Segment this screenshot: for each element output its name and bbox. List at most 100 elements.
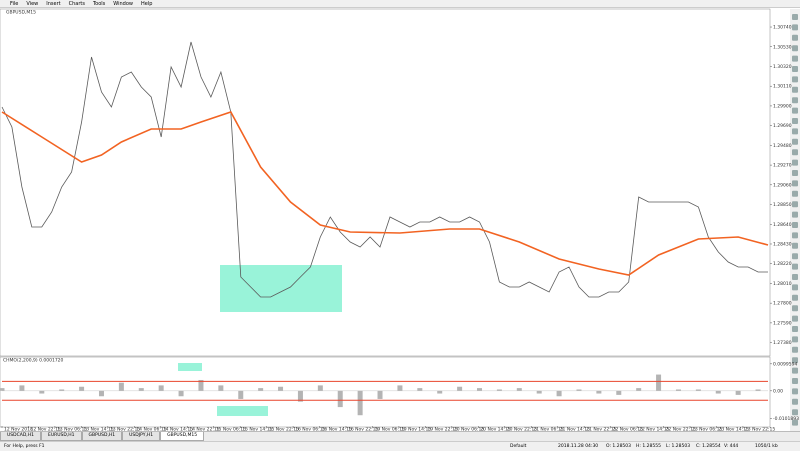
tool-icon	[792, 159, 798, 166]
menu-item[interactable]: Insert	[46, 0, 61, 7]
tool-icon	[792, 97, 798, 104]
moving-average	[1, 111, 769, 276]
tool-icon	[792, 107, 798, 114]
tool-icon	[792, 419, 798, 426]
tool-icon	[792, 149, 798, 156]
x-tick-label: 20 Nov 06:15	[454, 427, 484, 433]
chart-tab[interactable]: USDCAD,H1	[0, 432, 41, 441]
histogram-bar	[457, 386, 463, 391]
x-tick-label: 21 Nov 22:15	[586, 427, 616, 433]
histogram-bar	[715, 390, 721, 394]
x-tick-label: 20 Nov 14:15	[480, 427, 510, 433]
histogram-bar	[556, 390, 562, 397]
histogram-bar	[98, 390, 104, 397]
status-field: L: 1.28503	[666, 444, 691, 449]
tool-icon	[792, 284, 798, 291]
tool-icon	[792, 274, 798, 280]
histogram-bar	[0, 388, 5, 391]
histogram-bar	[397, 385, 403, 391]
histogram-bar	[616, 390, 622, 395]
menu-item[interactable]: Charts	[68, 0, 85, 7]
tool-icon	[792, 66, 798, 72]
y-tick-label: -0.0101893	[773, 416, 799, 422]
tool-icon	[792, 294, 798, 301]
x-tick-label: 12 Nov 22:15	[30, 427, 60, 433]
tool-icon	[792, 222, 798, 228]
menu-item[interactable]: Help	[141, 0, 153, 7]
histogram-bar	[118, 382, 124, 391]
y-tick-label: 1.30320	[773, 64, 792, 70]
x-tick-label: 22 Nov 06:15	[613, 427, 643, 433]
histogram-bar	[337, 390, 343, 408]
menu-item[interactable]: Tools	[92, 0, 106, 7]
y-tick-label: 1.27800	[773, 301, 792, 307]
y-tick-label: 1.29060	[773, 182, 792, 188]
tool-icon	[792, 128, 798, 135]
status-field: For Help, press F1	[4, 444, 45, 449]
chart-title: GBPUSD,M15	[6, 10, 36, 16]
chart-tab[interactable]: USDJPY,H1	[122, 432, 161, 441]
x-tick-label: 23 Nov 06:15	[692, 427, 722, 433]
tool-icon	[792, 336, 798, 343]
tool-icon	[792, 388, 798, 395]
histogram-bar	[576, 389, 582, 391]
chart-tab[interactable]: GBPUSD,M15	[160, 432, 205, 441]
x-tick-label: 13 Nov 22:15	[110, 427, 140, 433]
x-tick-label: 22 Nov 22:15	[666, 427, 696, 433]
histogram-bar	[59, 389, 65, 391]
tool-icon	[792, 367, 798, 374]
histogram-bar	[158, 385, 164, 391]
tool-icon	[792, 409, 798, 416]
tool-icon	[792, 346, 798, 353]
tool-icon	[792, 76, 798, 83]
histogram-bar	[377, 390, 383, 399]
tool-icon	[792, 190, 798, 197]
histogram-bar	[596, 390, 602, 394]
y-tick-label: 0.00	[773, 388, 783, 394]
chart-tab[interactable]: GBPUSD,H1	[81, 432, 123, 441]
tool-icon	[792, 398, 798, 405]
histogram-bar	[198, 379, 204, 391]
x-tick-label: 15 Nov 06:15	[216, 427, 246, 433]
y-tick-label: 1.28640	[773, 222, 792, 228]
menu-bar: File View Insert Charts Tools Window Help	[0, 0, 800, 8]
status-field: H: 1.28555	[636, 444, 661, 449]
status-field: V: 444	[724, 444, 739, 449]
status-field: 2018.11.28 04:30	[558, 444, 599, 449]
histogram-bar	[79, 386, 85, 391]
tool-icon	[792, 14, 798, 20]
tool-icon	[792, 138, 798, 145]
menu-item[interactable]: Window	[113, 0, 133, 7]
histogram-bar	[636, 388, 642, 391]
x-tick-label: 13 Nov 06:15	[57, 427, 87, 433]
chart-tab[interactable]: EURUSD,H1	[40, 432, 82, 441]
chart-tabs: USDCAD,H1 EURUSD,H1 GBPUSD,H1 USDJPY,H1 GBPU…	[0, 431, 800, 441]
histogram-bar	[516, 388, 522, 391]
highlight-box	[178, 363, 202, 371]
x-tick-label: 19 Nov 22:15	[427, 427, 457, 433]
y-tick-label: 1.29900	[773, 103, 792, 109]
tool-icon	[792, 242, 798, 249]
tool-icon	[792, 378, 798, 384]
menu-item[interactable]: File	[10, 0, 19, 7]
y-tick-label: 0.0099594	[773, 361, 797, 367]
x-tick-label: 16 Nov 14:15	[322, 427, 352, 433]
y-tick-label: 1.30740	[773, 25, 792, 31]
y-tick-label: 1.29270	[773, 163, 792, 169]
histogram-bar	[755, 389, 761, 391]
menu-item[interactable]: View	[26, 0, 39, 7]
y-tick-label: 1.30110	[773, 84, 792, 90]
status-bar: For Help, press F1 Default 2018.11.28 04:3…	[0, 441, 800, 451]
indicator-title: CHMO(2,200,9) 0.0001720	[3, 358, 64, 364]
x-tick-label: 20 Nov 22:15	[507, 427, 537, 433]
x-tick-label: 19 Nov 06:15	[374, 427, 404, 433]
price-pane	[0, 8, 771, 357]
status-field: C: 1.28554	[696, 444, 721, 449]
histogram-bar	[317, 385, 323, 391]
x-tick-label: 14 Nov 22:15	[189, 427, 219, 433]
y-tick-label: 1.27380	[773, 340, 792, 346]
y-tick-label: 1.28850	[773, 202, 792, 208]
x-tick-label: 23 Nov 22:15	[745, 427, 775, 433]
